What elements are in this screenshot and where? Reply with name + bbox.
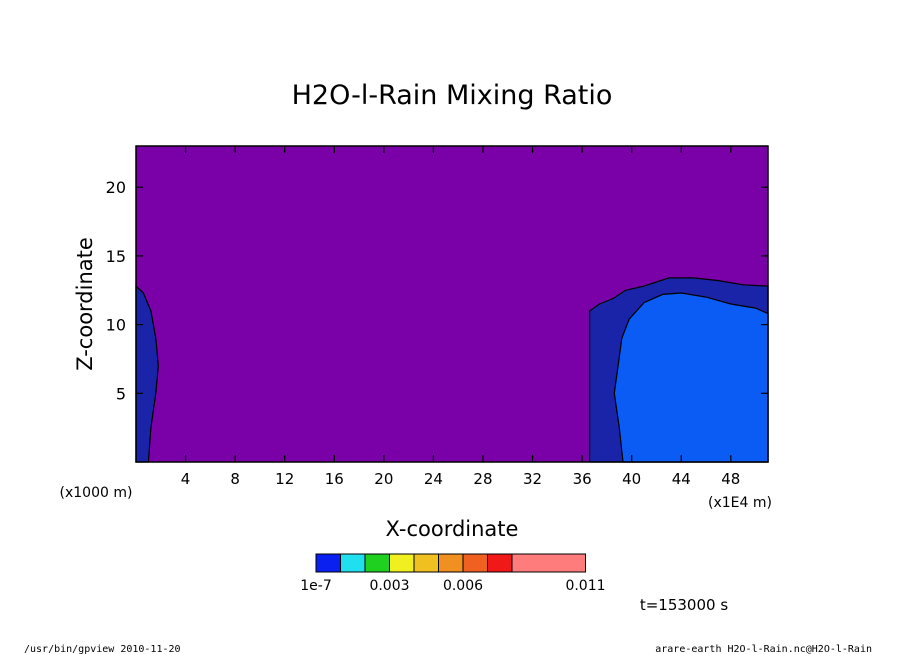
colorbar-segment — [364, 553, 390, 573]
y-tick-label: 20 — [106, 178, 126, 197]
plot-area — [135, 145, 769, 463]
x-tick-label: 4 — [181, 470, 191, 488]
x-tick-label: 36 — [573, 470, 592, 488]
y-axis: 5 10 15 20 — [106, 178, 768, 403]
x-tick-label: 44 — [672, 470, 691, 488]
colorbar-label: 0.006 — [443, 578, 483, 594]
y-axis-label: Z-coordinate — [73, 237, 97, 371]
x-tick-label: 8 — [230, 470, 240, 488]
contour-region-right-inner — [613, 292, 769, 463]
x-unit-label: (x1E4 m) — [708, 495, 772, 511]
chart-title: H2O-l-Rain Mixing Ratio — [292, 80, 613, 111]
colorbar: 1e-7 0.003 0.006 0.011 — [300, 553, 606, 594]
y-tick-label: 5 — [116, 384, 126, 403]
colorbar-segment — [315, 553, 341, 573]
x-axis-label: X-coordinate — [386, 517, 519, 541]
x-tick-label: 24 — [424, 470, 443, 488]
contour-region-left-edge — [135, 284, 159, 463]
x-tick-label: 16 — [325, 470, 344, 488]
x-axis: 4 8 12 16 20 24 28 32 36 40 44 48 — [181, 146, 740, 488]
colorbar-label: 1e-7 — [300, 578, 331, 594]
x-tick-label: 48 — [721, 470, 740, 488]
y-tick-label: 15 — [106, 247, 126, 266]
colorbar-label: 0.003 — [369, 578, 409, 594]
x-tick-label: 20 — [374, 470, 393, 488]
colorbar-segment — [487, 553, 513, 573]
x-tick-label: 12 — [275, 470, 294, 488]
colorbar-label: 0.011 — [565, 578, 605, 594]
colorbar-segment — [389, 553, 415, 573]
colorbar-segment — [438, 553, 464, 573]
footer-right: arare-earth_H2O-l-Rain.nc@H2O-l-Rain — [655, 644, 872, 654]
time-label: t=153000 s — [640, 596, 728, 614]
x-tick-label: 32 — [523, 470, 542, 488]
colorbar-segment — [413, 553, 439, 573]
x-tick-label: 28 — [473, 470, 492, 488]
plot-frame — [135, 145, 769, 463]
colorbar-segment — [511, 553, 586, 573]
colorbar-segment — [462, 553, 488, 573]
footer-left: /usr/bin/gpview 2010-11-20 — [24, 644, 181, 654]
y-unit-label: (x1000 m) — [60, 485, 133, 501]
colorbar-segment — [340, 553, 366, 573]
y-tick-label: 10 — [106, 316, 126, 335]
x-tick-label: 40 — [622, 470, 641, 488]
